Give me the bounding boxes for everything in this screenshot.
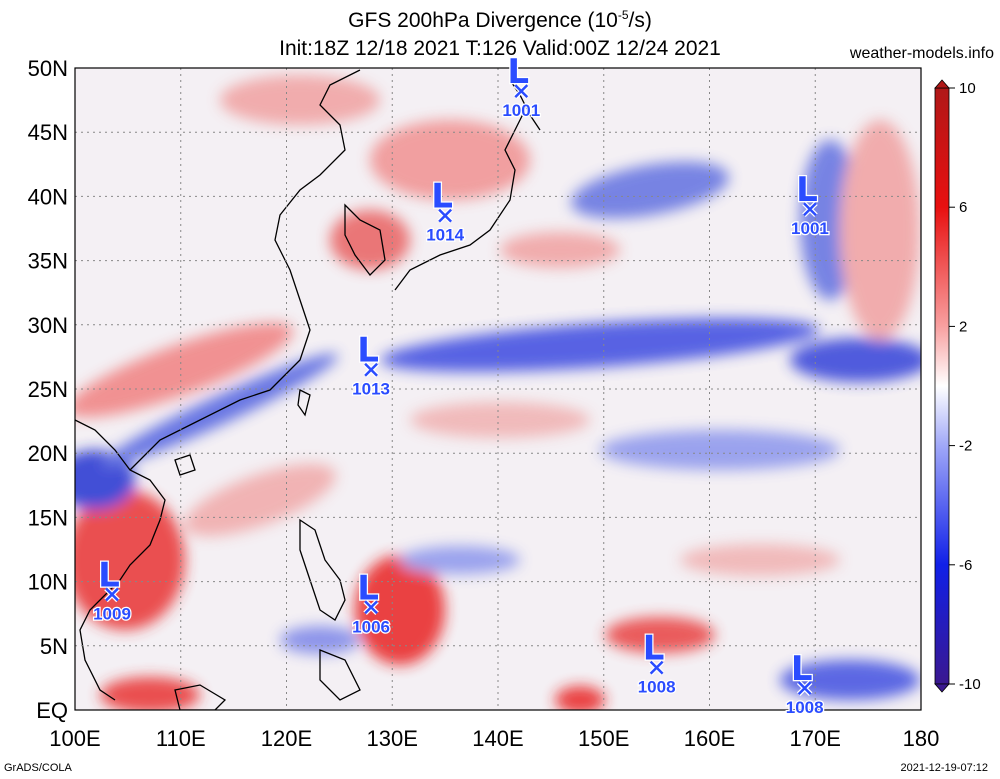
- timestamp-label: 2021-12-19-07:12: [900, 762, 988, 774]
- colorbar-label: 2: [959, 318, 967, 335]
- colorbar-bottom-arrow: [934, 683, 950, 693]
- low-pressure-value: 1001: [502, 101, 540, 120]
- low-pressure-value: 1008: [786, 698, 824, 717]
- lat-tick-label: 10N: [28, 570, 68, 595]
- low-pressure-value: 1013: [352, 380, 390, 399]
- low-symbol: L: [791, 649, 813, 689]
- lon-tick-label: 130E: [367, 726, 418, 751]
- lat-tick-label: 30N: [28, 313, 68, 338]
- lon-tick-label: 180: [903, 726, 940, 751]
- lat-tick-label: 5N: [40, 634, 68, 659]
- map-subtitle: Init:18Z 12/18 2021 T:126 Valid:00Z 12/2…: [279, 37, 721, 60]
- lat-tick-label: 45N: [28, 120, 68, 145]
- low-marker: L 1001: [790, 169, 830, 240]
- map-title: GFS 200hPa Divergence (10-5/s): [348, 8, 652, 32]
- colorbar: [934, 87, 950, 685]
- low-center-x-icon: [797, 681, 812, 696]
- lat-tick-label: 35N: [28, 249, 68, 274]
- low-marker: L 1008: [785, 648, 825, 719]
- colorbar-top-arrow: [934, 79, 950, 89]
- colorbar-label: -6: [959, 557, 972, 574]
- lat-axis: EQ 5N 10N 15N 20N 25N 30N 35N 40N 45N 50N: [28, 56, 68, 723]
- lon-tick-label: 150E: [578, 726, 629, 751]
- colorbar-label: -2: [959, 438, 972, 455]
- site-label: weather-models.info: [849, 45, 994, 62]
- lat-tick-label: 40N: [28, 184, 68, 209]
- low-pressure-value: 1006: [352, 617, 390, 636]
- low-pressure-value: 1008: [638, 678, 676, 697]
- low-center-x-icon: [803, 202, 817, 217]
- lat-tick-label: 25N: [28, 377, 68, 402]
- low-center-x-icon: [364, 600, 378, 615]
- low-center-x-icon: [514, 84, 529, 98]
- colorbar-label: -10: [959, 676, 981, 693]
- lat-tick-label: 50N: [28, 56, 68, 81]
- colorbar-label: 6: [959, 199, 967, 216]
- low-pressure-value: 1001: [791, 219, 829, 238]
- lon-tick-label: 120E: [261, 726, 312, 751]
- low-center-x-icon: [364, 362, 378, 377]
- low-center-x-icon: [105, 587, 119, 602]
- lon-axis: 100E 110E 120E 130E 140E 150E 160E 170E 180: [49, 726, 939, 751]
- low-pressure-value: 1009: [93, 604, 131, 623]
- low-center-x-icon: [649, 660, 664, 675]
- lon-tick-label: 140E: [472, 726, 523, 751]
- lat-tick-label: 15N: [28, 505, 68, 530]
- low-symbol: L: [796, 170, 818, 210]
- lon-tick-label: 160E: [684, 726, 735, 751]
- low-pressure-value: 1014: [426, 226, 464, 245]
- lon-tick-label: 100E: [49, 726, 100, 751]
- lon-tick-label: 110E: [156, 726, 206, 751]
- colorbar-label: 10: [959, 80, 976, 97]
- lon-tick-label: 170E: [790, 726, 841, 751]
- plot-frame: [74, 67, 922, 711]
- unit-exponent: -5: [617, 8, 629, 22]
- colorbar-labels: 10 6 2 -2 -6 -10: [949, 80, 981, 693]
- lat-tick-label: EQ: [36, 698, 68, 723]
- credit-label: GrADS/COLA: [4, 762, 72, 774]
- lat-lon-grid: [75, 68, 921, 710]
- lat-tick-label: 20N: [28, 441, 68, 466]
- low-center-x-icon: [438, 208, 453, 223]
- coastlines: [75, 69, 541, 710]
